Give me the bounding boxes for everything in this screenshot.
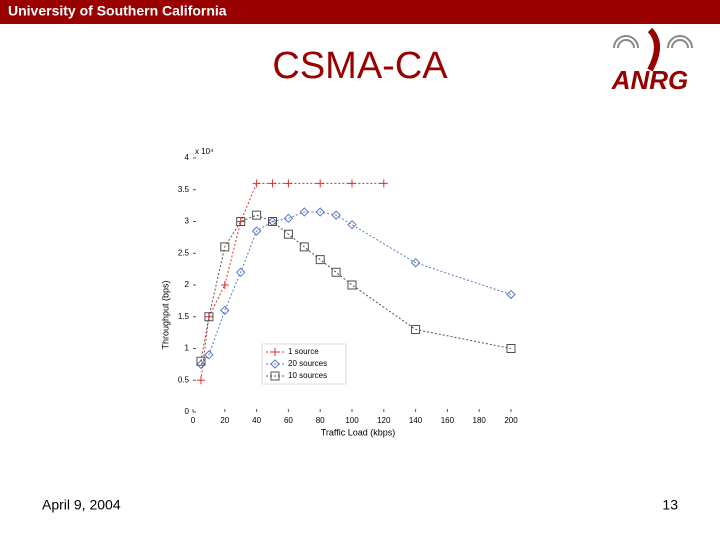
slide-number: 13: [662, 497, 678, 513]
marker: [331, 267, 341, 277]
y-tick-label: 3: [185, 217, 190, 226]
marker: [379, 179, 388, 188]
x-tick-label: 120: [377, 416, 391, 425]
x-tick-label: 40: [252, 416, 261, 425]
x-tick-label: 180: [473, 416, 487, 425]
marker: [252, 210, 262, 220]
y-tick-label: 0.5: [178, 375, 190, 384]
x-tick-label: 20: [220, 416, 229, 425]
y-tick-label: 1: [185, 344, 190, 353]
marker: [348, 179, 356, 188]
x-axis-label: Traffic Load (kbps): [321, 427, 396, 437]
marker: [331, 210, 341, 220]
marker: [204, 312, 214, 322]
marker: [196, 359, 206, 370]
marker: [196, 356, 206, 366]
marker: [347, 219, 357, 230]
marker: [316, 179, 325, 188]
x-tick-label: 160: [441, 416, 455, 425]
marker: [251, 226, 262, 236]
marker: [283, 229, 293, 239]
marker: [283, 213, 294, 224]
y-tick-label: 2.5: [178, 248, 190, 257]
legend-marker: [270, 359, 280, 369]
y-scale-label: x 10⁴: [195, 147, 214, 156]
y-tick-label: 0: [185, 407, 190, 416]
x-tick-label: 140: [409, 416, 423, 425]
slide-date: April 9, 2004: [42, 497, 121, 513]
series-line: [200, 214, 512, 362]
legend-label: 1 source: [288, 347, 319, 356]
marker: [220, 281, 229, 289]
marker: [220, 242, 230, 252]
y-axis-label: Throughput (bps): [160, 280, 170, 349]
marker: [315, 255, 325, 265]
marker: [284, 179, 293, 188]
marker: [235, 267, 246, 278]
marker: [268, 179, 277, 188]
marker: [236, 217, 245, 226]
marker: [410, 258, 421, 268]
legend-label: 20 sources: [288, 359, 327, 368]
marker: [347, 280, 357, 290]
y-tick-label: 2: [185, 280, 190, 289]
y-tick-label: 3.5: [178, 185, 190, 194]
legend-marker: [271, 348, 279, 356]
marker: [252, 179, 261, 188]
x-tick-label: 200: [504, 416, 518, 425]
chart: 0 20 40 60 80 100 120 140 160 180 200 0 0.5 1 1.5 2 2.5 3…: [160, 147, 518, 437]
marker: [506, 289, 516, 300]
slide-title: CSMA-CA: [272, 45, 448, 87]
banner-bar: [0, 0, 720, 24]
marker: [299, 242, 309, 252]
x-tick-label: 80: [316, 416, 325, 425]
marker: [315, 207, 325, 217]
x-tick-label: 60: [284, 416, 293, 425]
legend-label: 10 sources: [288, 371, 327, 380]
marker: [236, 217, 246, 226]
marker: [204, 350, 214, 360]
y-tick-label: 1.5: [178, 312, 190, 321]
marker: [196, 376, 205, 385]
marker: [299, 207, 310, 217]
banner-text: University of Southern California: [8, 3, 227, 19]
marker: [411, 324, 421, 334]
legend-marker: [270, 371, 280, 381]
y-tick-label: 4: [185, 153, 190, 162]
marker: [506, 344, 516, 353]
x-tick-label: 0: [191, 416, 196, 425]
logo-text: ANRG: [611, 65, 689, 95]
marker: [220, 305, 230, 316]
series-line: [200, 182, 384, 381]
logo-icon: [613, 27, 693, 72]
marker: [268, 217, 277, 226]
x-tick-label: 100: [345, 416, 359, 425]
